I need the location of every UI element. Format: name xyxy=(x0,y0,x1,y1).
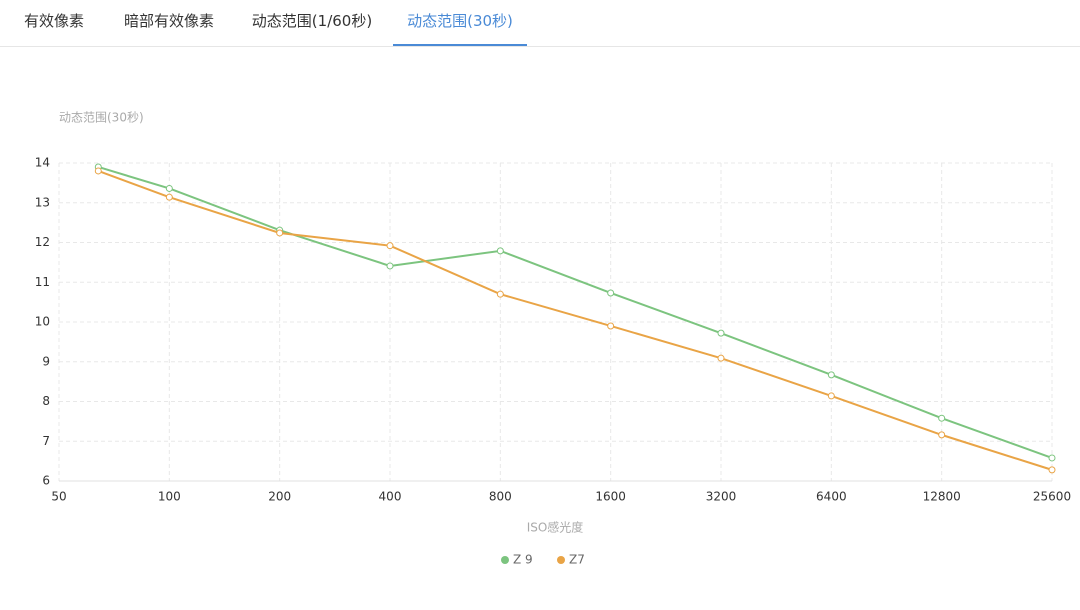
legend-item[interactable]: Z 9 xyxy=(501,553,533,567)
data-point xyxy=(607,322,615,330)
legend-swatch xyxy=(501,556,509,564)
data-point xyxy=(717,329,725,337)
y-tick-label: 7 xyxy=(42,434,50,448)
tab-bar: 有效像素 暗部有效像素 动态范围(1/60秒) 动态范围(30秒) xyxy=(0,0,1080,47)
x-tick-label: 1600 xyxy=(595,490,626,504)
x-tick-label: 12800 xyxy=(923,490,961,504)
y-tick-label: 13 xyxy=(35,195,50,209)
data-point xyxy=(1048,466,1056,474)
data-point xyxy=(496,247,504,255)
x-tick-label: 6400 xyxy=(816,490,847,504)
data-point xyxy=(386,242,394,250)
y-tick-label: 8 xyxy=(42,394,50,408)
data-point xyxy=(165,193,173,201)
data-point xyxy=(827,392,835,400)
y-tick-label: 14 xyxy=(35,156,50,170)
tab[interactable]: 动态范围(1/60秒) xyxy=(251,12,373,30)
x-tick-label: 50 xyxy=(51,490,66,504)
legend-item[interactable]: Z7 xyxy=(557,553,585,567)
y-tick-label: 9 xyxy=(42,354,50,368)
legend-label: Z 9 xyxy=(513,553,533,567)
tab-active[interactable]: 动态范围(30秒) xyxy=(407,12,513,30)
data-point xyxy=(1048,454,1056,462)
data-point xyxy=(386,262,394,270)
series-line xyxy=(97,170,1053,471)
data-point xyxy=(276,229,284,237)
data-point xyxy=(827,371,835,379)
y-tick-label: 12 xyxy=(35,235,50,249)
tab-underline xyxy=(393,44,527,46)
x-axis-label: ISO感光度 xyxy=(527,520,584,535)
x-tick-label: 800 xyxy=(489,490,512,504)
data-point xyxy=(717,354,725,362)
x-tick-label: 200 xyxy=(268,490,291,504)
y-axis-name: 动态范围(30秒) xyxy=(59,111,144,125)
y-tick-label: 6 xyxy=(42,474,50,488)
series-line xyxy=(98,166,1053,459)
tab[interactable]: 有效像素 xyxy=(23,12,85,30)
x-tick-label: 400 xyxy=(379,490,402,504)
y-tick-label: 10 xyxy=(35,315,50,329)
tab[interactable]: 暗部有效像素 xyxy=(123,12,215,30)
data-point xyxy=(94,167,102,175)
data-point xyxy=(938,414,946,422)
data-point xyxy=(607,289,615,297)
data-point xyxy=(165,184,173,192)
x-tick-label: 25600 xyxy=(1033,490,1071,504)
legend-label: Z7 xyxy=(569,553,585,567)
data-point xyxy=(938,431,946,439)
legend-swatch xyxy=(557,556,565,564)
x-tick-label: 3200 xyxy=(706,490,737,504)
data-point xyxy=(496,290,504,298)
x-tick-label: 100 xyxy=(158,490,181,504)
y-tick-label: 11 xyxy=(35,275,50,289)
